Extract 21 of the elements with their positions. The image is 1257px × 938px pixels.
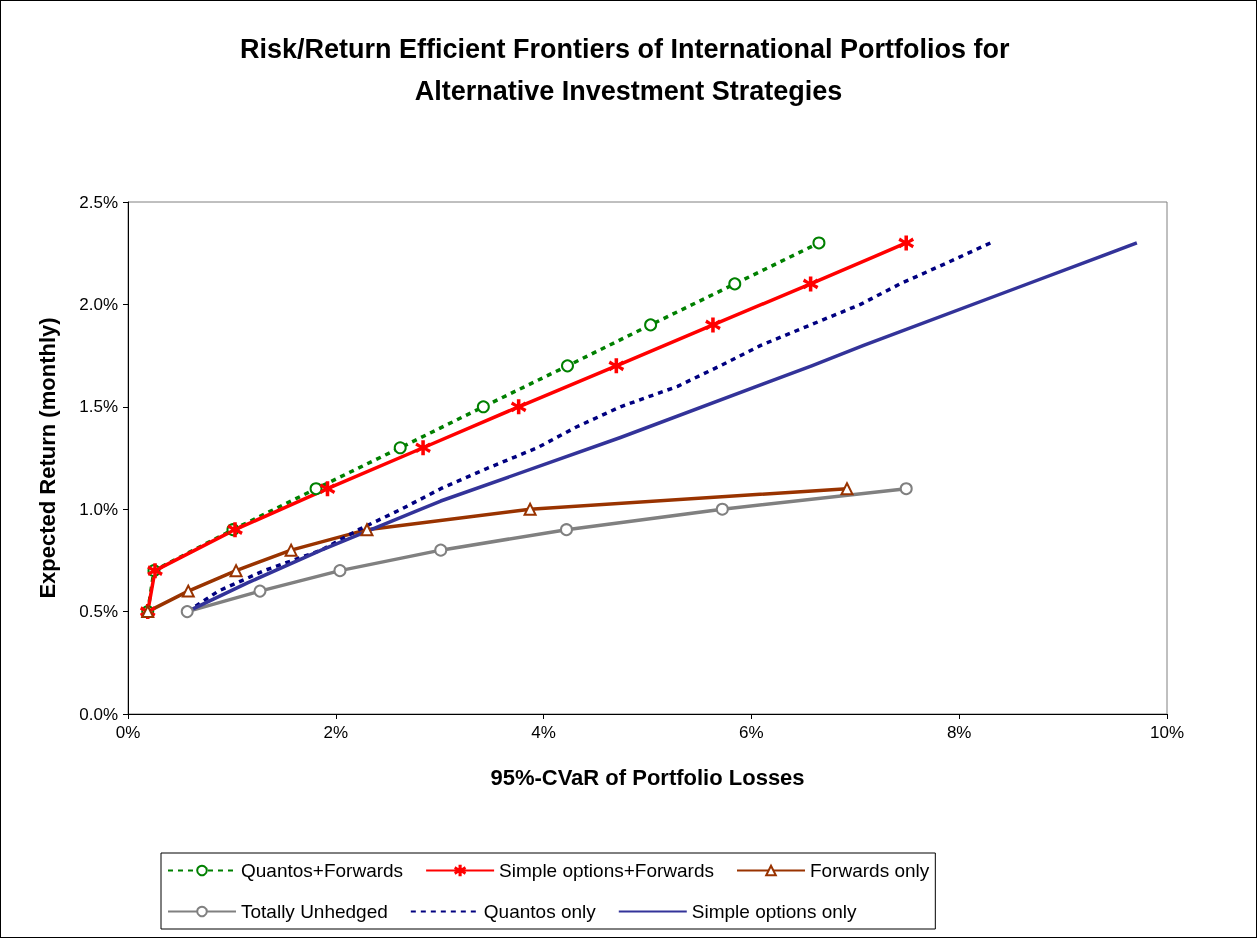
y-tick-label: 2.0% xyxy=(79,294,118,314)
y-axis-title: Expected Return (monthly) xyxy=(34,317,60,599)
y-tick-label: 2.5% xyxy=(79,192,118,212)
legend-label: Quantos+Forwards xyxy=(241,860,404,881)
y-tick-label: 1.5% xyxy=(79,397,118,417)
y-tick-label: 1.0% xyxy=(79,499,118,519)
legend-label: Totally Unhedged xyxy=(241,901,388,922)
y-tick-label: 0.0% xyxy=(79,704,118,724)
x-axis-title: 95%-CVaR of Portfolio Losses xyxy=(490,764,805,790)
x-tick-label: 8% xyxy=(946,723,972,742)
x-tick-label: 6% xyxy=(739,723,764,742)
legend-label: Quantos only xyxy=(483,901,597,922)
legend-label: Simple options only xyxy=(691,901,858,922)
x-tick-label: 0% xyxy=(115,723,141,742)
x-tick-label: 4% xyxy=(531,723,556,742)
x-tick-label: 2% xyxy=(323,723,349,742)
legend-label: Simple options+Forwards xyxy=(499,860,715,881)
x-tick-label: 10% xyxy=(1149,723,1185,742)
y-tick-label: 0.5% xyxy=(79,602,118,622)
legend-label: Forwards only xyxy=(810,860,930,881)
chart-title: Risk/Return Efficient Frontiers of International Portfolios for Alternative Investment Strategies xyxy=(239,34,1018,106)
